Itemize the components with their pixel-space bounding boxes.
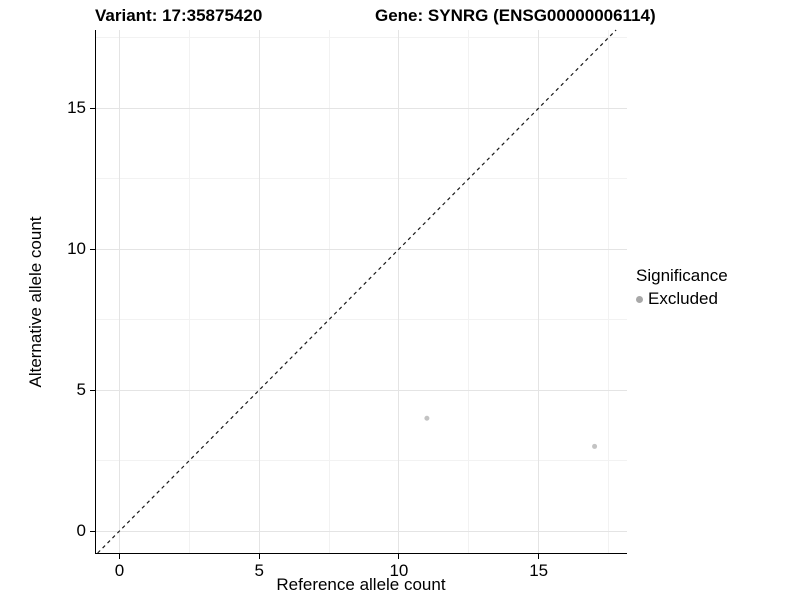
y-axis-title: Alternative allele count [26,216,45,388]
x-gridline-minor [468,30,470,553]
x-gridline-major [538,30,540,553]
y-tick-label: 0 [76,521,86,540]
x-axis-title: Reference allele count [276,575,446,594]
y-tick-mark [90,389,95,391]
legend-item-excluded: Excluded [636,289,728,309]
y-gridline-minor [96,178,627,180]
y-gridline-minor [96,37,627,39]
y-tick-mark [90,107,95,109]
plot-geometry-layer [97,29,617,554]
x-tick-mark [398,554,400,559]
y-tick-mark [90,248,95,250]
plot-title-gene: Gene: SYNRG (ENSG00000006114) [375,6,656,25]
y-tick-label: 5 [76,380,86,400]
y-gridline-minor [96,319,627,321]
y-tick-label: 10 [67,239,86,259]
x-tick-mark [258,554,260,559]
y-gridline-major [96,530,627,532]
x-gridline-major [118,30,120,553]
y-gridline-major [96,107,627,109]
x-gridline-major [258,30,260,553]
y-gridline-major [96,389,627,391]
y-gridline-minor [96,460,627,462]
x-tick-label: 10 [389,561,409,580]
data-point [424,415,430,421]
x-gridline-minor [608,30,610,553]
x-tick-label: 5 [254,561,264,580]
legend-title: Significance [636,266,728,285]
x-tick-mark [118,554,120,559]
x-tick-label: 0 [114,561,125,580]
legend: Significance Excluded [636,266,728,309]
circle-icon [636,295,643,303]
x-gridline-major [398,30,400,553]
plot-title-variant: Variant: 17:35875420 [95,6,263,25]
identity-dashed-line [97,29,617,554]
y-tick-mark [90,530,95,532]
x-tick-mark [538,554,540,559]
y-tick-label: 15 [67,98,86,118]
plot-panel-wrap: 0 5 10 15 0 5 10 15 [67,29,627,580]
legend-item-label: Excluded [648,289,718,308]
data-point [592,443,598,449]
x-gridline-minor [188,30,190,553]
y-gridline-major [96,248,627,250]
x-gridline-minor [328,30,330,553]
plot-panel [95,29,627,554]
x-tick-label: 15 [529,561,549,580]
